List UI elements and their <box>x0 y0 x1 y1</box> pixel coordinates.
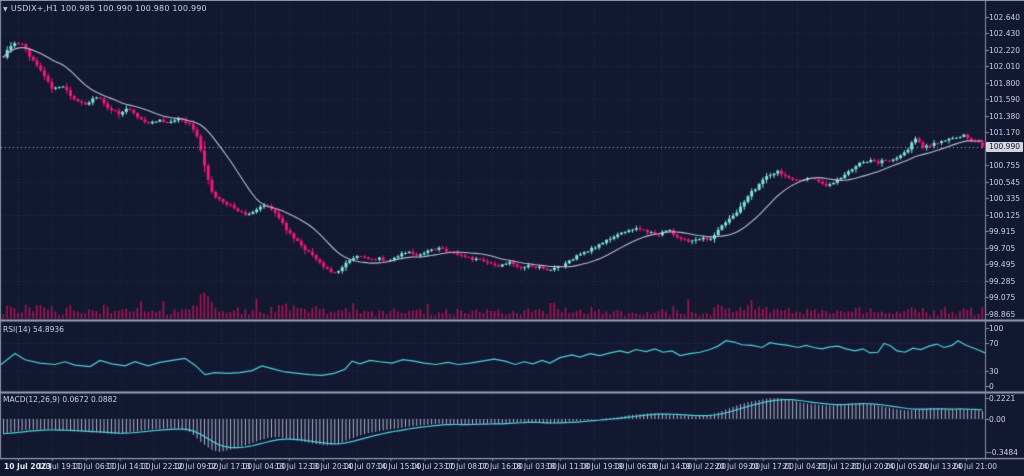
time-label: 18 Jul 19:00 <box>579 462 625 471</box>
symbol-dropdown-icon[interactable]: ▼ <box>3 6 8 13</box>
price-tick-label: 100.335 <box>989 194 1021 204</box>
time-label: 14 Jul 07:00 <box>342 462 388 471</box>
time-axis[interactable]: 10 Jul 2023 10 Jul 19:00 11 Jul 06:00 11 Ju… <box>0 462 1024 476</box>
price-tick-label: 102.640 <box>989 13 1021 22</box>
time-label: 24 Jul 13:00 <box>918 462 964 471</box>
price-tick-label: 101.380 <box>989 111 1021 121</box>
macd-tick-label: -0.3484 <box>989 447 1018 457</box>
price-tick-label: 99.075 <box>989 293 1016 303</box>
price-tick-label: 100.755 <box>989 161 1021 171</box>
rsi-tick-label: 70 <box>989 339 999 349</box>
time-label: 19 Jul 22:00 <box>681 462 727 471</box>
time-label: 19 Jul 06:00 <box>613 462 659 471</box>
rsi-tick-label: 0 <box>989 382 994 391</box>
price-tick-label: 102.430 <box>989 29 1021 39</box>
time-label: 12 Jul 17:00 <box>207 462 253 471</box>
time-label: 18 Jul 11:00 <box>545 462 591 471</box>
time-label: 17 Jul 16:00 <box>478 462 524 471</box>
macd-tick-label: 0.00 <box>989 415 1006 424</box>
price-tick-label: 98.865 <box>989 309 1016 319</box>
time-label: 13 Jul 04:00 <box>241 462 286 471</box>
price-tick-label: 101.590 <box>989 95 1021 105</box>
price-axis[interactable]: 102.640 102.430 102.220 102.010 101.800 101.5… <box>985 1 1024 458</box>
time-label: 11 Jul 22:00 <box>139 462 185 471</box>
time-label: 20 Jul 09:00 <box>715 462 761 471</box>
time-label: 21 Jul 12:00 <box>816 462 862 471</box>
time-label: 14 Jul 23:00 <box>410 462 456 471</box>
time-label: 18 Jul 03:00 <box>511 462 557 471</box>
price-tick-label: 101.170 <box>989 128 1021 138</box>
price-tick-label: 100.125 <box>989 210 1021 220</box>
price-tick-label: 101.800 <box>989 78 1021 88</box>
price-tick-label: 99.915 <box>989 227 1016 237</box>
time-label: 19 Jul 14:00 <box>647 462 693 471</box>
rsi-tick-label: 30 <box>989 366 999 376</box>
time-label: 10 Jul 2023 <box>4 462 52 471</box>
price-tick-label: 102.220 <box>989 45 1021 55</box>
price-tick-label: 99.285 <box>989 276 1016 286</box>
time-label: 10 Jul 19:00 <box>37 462 83 471</box>
time-label: 14 Jul 15:00 <box>376 462 422 471</box>
time-label: 21 Jul 20:00 <box>850 462 896 471</box>
time-label: 17 Jul 08:00 <box>444 462 490 471</box>
time-label: 13 Jul 20:00 <box>308 462 354 471</box>
rsi-tick-label: 100 <box>989 324 1004 333</box>
price-tick-label: 102.010 <box>989 62 1021 72</box>
price-tick-label: 100.545 <box>989 177 1021 187</box>
time-label: 13 Jul 12:00 <box>274 462 320 471</box>
time-label: 24 Jul 21:00 <box>952 462 998 471</box>
price-tick-label: 99.705 <box>989 243 1016 253</box>
price-tick-label: 99.495 <box>989 260 1016 270</box>
time-label: 12 Jul 09:00 <box>173 462 219 471</box>
time-label: 20 Jul 17:00 <box>748 462 794 471</box>
macd-tick-label: 0.2221 <box>989 394 1016 403</box>
time-label: 11 Jul 14:00 <box>105 462 151 471</box>
time-label: 24 Jul 05:00 <box>884 462 930 471</box>
time-label: 21 Jul 04:00 <box>782 462 828 471</box>
time-label: 11 Jul 06:00 <box>71 462 117 471</box>
